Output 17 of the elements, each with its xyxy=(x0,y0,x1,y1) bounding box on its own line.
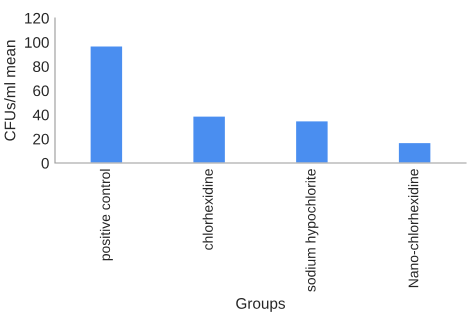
bar xyxy=(397,142,432,163)
y-tick-label: 0 xyxy=(42,158,49,169)
y-tick-label: 100 xyxy=(25,37,49,48)
y-tick-label: 60 xyxy=(33,85,49,96)
bar xyxy=(294,120,330,163)
y-tick-label: 20 xyxy=(33,134,49,145)
y-axis-title: CFUs/ml mean xyxy=(4,40,16,141)
bar xyxy=(192,115,226,163)
x-tick-label: sodium hypochlorite xyxy=(305,169,318,292)
bar xyxy=(89,45,124,163)
x-tick-label: positive control xyxy=(100,169,113,260)
y-tick-label: 40 xyxy=(32,110,49,120)
x-tick-label: Nano-chlorhexidine xyxy=(408,169,418,288)
y-tick-label: 120 xyxy=(25,12,49,24)
x-tick-label: chlorhexidine xyxy=(202,169,213,250)
y-tick-label: 80 xyxy=(33,61,49,72)
x-axis-title: Groups xyxy=(236,298,285,312)
